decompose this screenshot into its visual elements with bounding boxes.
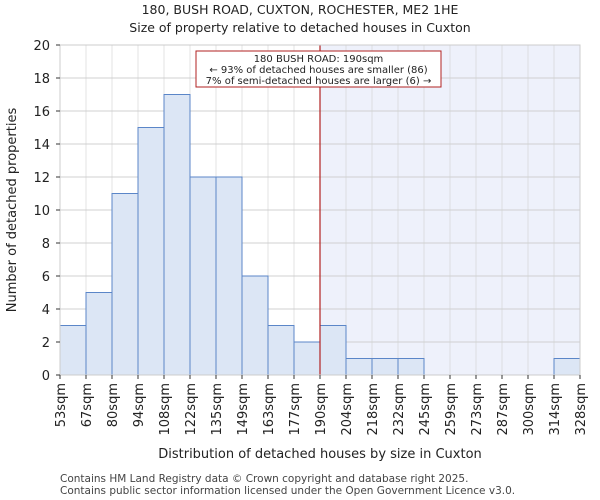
x-tick-label-80sqm: 80sqm (106, 383, 121, 427)
x-tick-label-328sqm: 328sqm (574, 383, 589, 436)
y-axis-label: Number of detached properties (5, 108, 20, 313)
x-tick-label-287sqm: 287sqm (496, 383, 511, 436)
y-tick-label-8: 8 (42, 237, 50, 252)
bar-80sqm (111, 193, 139, 376)
bar-232sqm (397, 358, 425, 376)
y-tick-label-18: 18 (33, 72, 50, 87)
annotation-box: 180 BUSH ROAD: 190sqm ← 93% of detached … (195, 50, 442, 88)
bar-94sqm (137, 127, 165, 376)
bar-149sqm (241, 275, 269, 376)
x-tick-label-300sqm: 300sqm (522, 383, 537, 436)
y-tick-label-10: 10 (33, 204, 50, 219)
x-tick-label-163sqm: 163sqm (262, 383, 277, 436)
x-tick-label-67sqm: 67sqm (80, 383, 95, 427)
y-tick-label-0: 0 (42, 369, 50, 384)
x-tick-label-149sqm: 149sqm (236, 383, 251, 436)
y-tick-label-16: 16 (33, 105, 50, 120)
x-axis-ticks: 53sqm 67sqm 80sqm 94sqm 108sqm 122sqm 135sqm 14… (54, 375, 589, 436)
y-tick-label-20: 20 (33, 39, 50, 54)
x-tick-label-108sqm: 108sqm (158, 383, 173, 436)
x-tick-label-273sqm: 273sqm (470, 383, 485, 436)
bars (59, 94, 581, 376)
x-tick-label-259sqm: 259sqm (444, 383, 459, 436)
y-tick-label-6: 6 (42, 270, 50, 285)
footer-line2: Contains public sector information licen… (60, 485, 515, 497)
footer-line1: Contains HM Land Registry data © Crown c… (60, 473, 468, 485)
x-tick-label-53sqm: 53sqm (54, 383, 69, 427)
chart-title-line2: Size of property relative to detached ho… (129, 20, 470, 35)
bar-190sqm (319, 325, 347, 376)
y-tick-label-14: 14 (33, 138, 50, 153)
x-tick-label-245sqm: 245sqm (418, 383, 433, 436)
x-axis-label: Distribution of detached houses by size … (158, 447, 482, 462)
y-tick-label-2: 2 (42, 336, 50, 351)
x-tick-label-232sqm: 232sqm (392, 383, 407, 436)
bar-218sqm (371, 358, 399, 376)
x-tick-label-218sqm: 218sqm (366, 383, 381, 436)
bar-314sqm (553, 358, 581, 376)
annotation-line1: 180 BUSH ROAD: 190sqm (254, 54, 384, 65)
bar-177sqm (293, 341, 321, 376)
bar-163sqm (267, 325, 295, 376)
bar-135sqm (215, 176, 243, 376)
bar-108sqm (163, 94, 191, 376)
x-tick-label-177sqm: 177sqm (288, 383, 303, 436)
annotation-line3: 7% of semi-detached houses are larger (6… (206, 76, 432, 87)
annotation-box-frame (195, 50, 442, 88)
x-tick-label-190sqm: 190sqm (314, 383, 329, 436)
y-axis-ticks: 0 2 4 6 8 10 12 14 16 18 20 (33, 39, 60, 384)
x-tick-label-122sqm: 122sqm (184, 383, 199, 436)
bar-67sqm (85, 292, 113, 376)
bar-204sqm (345, 358, 373, 376)
annotation-line2: ← 93% of detached houses are smaller (86… (209, 65, 427, 76)
x-tick-label-204sqm: 204sqm (340, 383, 355, 436)
y-tick-label-4: 4 (42, 303, 50, 318)
x-tick-label-314sqm: 314sqm (548, 383, 563, 436)
y-tick-label-12: 12 (33, 171, 50, 186)
chart-title-line1: 180, BUSH ROAD, CUXTON, ROCHESTER, ME2 1… (142, 2, 459, 17)
x-tick-label-135sqm: 135sqm (210, 383, 225, 436)
x-tick-label-94sqm: 94sqm (132, 383, 147, 427)
bar-122sqm (189, 176, 217, 376)
bar-53sqm (59, 325, 87, 376)
